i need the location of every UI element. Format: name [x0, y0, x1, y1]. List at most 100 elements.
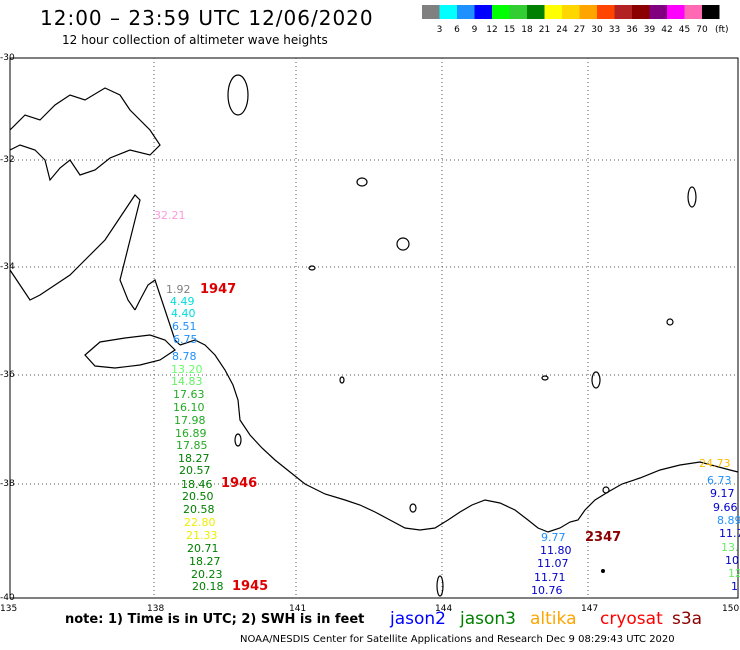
color-swatch: [702, 5, 720, 19]
color-swatch: [544, 5, 562, 19]
lon-label-141: 141: [289, 604, 307, 614]
obs-label: 6.51: [172, 320, 197, 333]
obs-label: 18.27: [178, 452, 210, 465]
color-swatch: [597, 5, 615, 19]
color-scale-tick: 70: [696, 25, 708, 35]
color-scale-tick: 18: [521, 25, 533, 35]
obs-label: 18.27: [189, 555, 221, 568]
color-swatch: [562, 5, 580, 19]
obs-label: 16.89: [175, 427, 207, 440]
obs-label: 20.57: [179, 464, 211, 477]
obs-label: 9.66: [713, 501, 738, 514]
graticule: [10, 58, 738, 598]
legend-jason2: jason2: [390, 609, 446, 629]
obs-label: 21.33: [186, 529, 218, 542]
obs-label: 11.07: [537, 557, 569, 570]
color-swatch: [649, 5, 667, 19]
obs-label: 8.89: [717, 514, 740, 527]
color-scale-tick: 24: [556, 25, 568, 35]
obs-label: 13.20: [171, 363, 203, 376]
obs-label: 11.71: [534, 571, 566, 584]
island-11: [541, 375, 549, 381]
obs-label: 13.: [721, 541, 739, 554]
obs-label: 17.98: [174, 414, 206, 427]
obs-label: 17.85: [176, 439, 208, 452]
page-title: 12:00 – 23:59 UTC 12/06/2020: [40, 6, 374, 30]
pass-time-label: 1946: [221, 476, 258, 491]
color-swatch: [527, 5, 545, 19]
obs-label: 22.80: [184, 516, 216, 529]
color-scale-bar: 3 6 9 12 15 18 21 24 27 30 33 36 39 42 45 70 (ft): [422, 5, 729, 35]
color-scale-tick: 15: [504, 25, 515, 35]
lat-label-36: -36: [0, 370, 15, 380]
coastline: [9, 74, 739, 597]
obs-label: 20.50: [182, 490, 214, 503]
lon-label-144: 144: [435, 604, 453, 614]
color-scale-tick: 3: [437, 25, 443, 35]
obs-label: 9.77: [541, 531, 566, 544]
obs-label: 20.58: [183, 503, 215, 516]
island-13: [602, 486, 610, 494]
color-scale-tick: 39: [644, 25, 656, 35]
color-swatch: [509, 5, 527, 19]
color-scale-tick: 6: [454, 25, 460, 35]
color-swatch: [422, 5, 440, 19]
obs-label: 24.73: [699, 457, 731, 470]
island-6: [591, 371, 601, 389]
obs-label: 6.73: [707, 474, 732, 487]
color-swatch: [492, 5, 510, 19]
pass-time-label: 1947: [200, 282, 237, 297]
obs-label: 1: [731, 580, 738, 593]
color-scale-tick: 30: [591, 25, 603, 35]
obs-label: 10.76: [531, 584, 563, 597]
obs-label: 14.83: [171, 375, 203, 388]
color-scale-tick: 9: [472, 25, 478, 35]
obs-label: 16.10: [173, 401, 205, 414]
legend-altika: altika: [530, 609, 577, 629]
page-subtitle: 12 hour collection of altimeter wave hei…: [62, 33, 328, 47]
legend-jason3: jason3: [460, 609, 516, 629]
island-10: [666, 318, 674, 326]
lat-label-34: -34: [0, 262, 15, 272]
lon-label-150: 150: [722, 604, 740, 614]
obs-label: 11.80: [540, 544, 572, 557]
obs-label: 20.71: [187, 542, 219, 555]
island-12: [409, 503, 417, 513]
island-8: [436, 575, 444, 597]
pass-time-label: 1945: [232, 579, 269, 594]
obs-label: 18.46: [181, 478, 213, 491]
obs-label: 9.17: [710, 487, 735, 500]
obs-label: 1.92: [166, 283, 191, 296]
lat-label-40: -40: [0, 593, 15, 603]
island-5: [339, 376, 345, 384]
island-3: [396, 237, 410, 251]
island-dot: [601, 569, 605, 573]
lat-label-30: -30: [0, 53, 15, 63]
legend-cryosat: cryosat: [600, 609, 663, 629]
island-4: [308, 265, 316, 271]
color-scale-tick: 36: [626, 25, 638, 35]
obs-label: 11.7: [719, 527, 740, 540]
obs-label: 20.18: [192, 580, 224, 593]
obs-label: 8.78: [172, 350, 197, 363]
color-swatch: [439, 5, 457, 19]
color-swatch: [614, 5, 632, 19]
color-swatch: [632, 5, 650, 19]
color-scale-tick: 42: [661, 25, 672, 35]
color-swatch: [579, 5, 597, 19]
island-2: [356, 177, 368, 187]
lat-label-38: -38: [0, 479, 15, 489]
lon-label-135: 135: [0, 604, 18, 614]
obs-label: 4.40: [171, 307, 196, 320]
map-frame: [9, 57, 739, 599]
color-scale-tick: 33: [609, 25, 620, 35]
note-text: note: 1) Time is in UTC; 2) SWH is in fe…: [65, 612, 365, 627]
obs-label: 20.23: [191, 568, 223, 581]
obs-label: 10.: [725, 554, 740, 567]
color-swatch: [474, 5, 492, 19]
island-7: [234, 433, 242, 447]
obs-label: 6.75: [173, 333, 198, 346]
color-swatch: [457, 5, 475, 19]
island-1: [227, 74, 249, 116]
